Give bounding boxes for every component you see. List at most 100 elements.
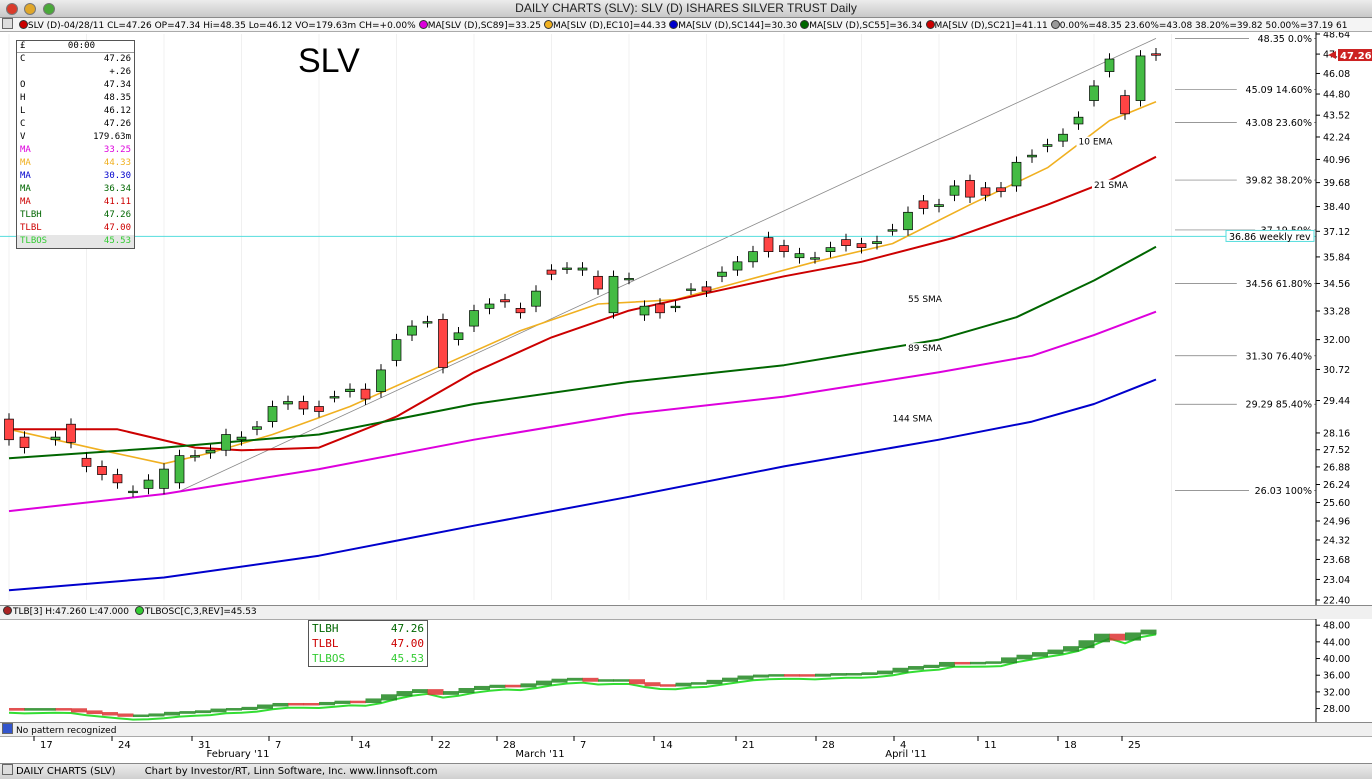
- tlb-block: [133, 714, 149, 718]
- candle-body: [329, 396, 340, 399]
- indicator-color-icon[interactable]: [543, 20, 553, 29]
- candle-body: [4, 418, 14, 441]
- fib-level-label: 26.03 100%: [1255, 486, 1312, 497]
- tlb-block: [474, 685, 490, 690]
- data-window-value: 44.33: [103, 158, 131, 168]
- candle-body: [841, 239, 851, 246]
- tlb-block: [1094, 633, 1110, 643]
- page-menu-button[interactable]: [2, 764, 13, 775]
- data-window-row: TLBH 47.26: [17, 209, 134, 222]
- tlb-legend-value: 47.00: [390, 637, 424, 650]
- price-tick-label: 47.32: [1323, 50, 1350, 61]
- tlb-block: [179, 711, 196, 714]
- tlb-block: [365, 698, 382, 704]
- candle-body: [422, 321, 433, 324]
- moving-average-label-bg: [1076, 136, 1116, 147]
- candle-body: [779, 245, 789, 252]
- moving-average-label-bg: [906, 343, 945, 354]
- tlb-legend-row: TLBL 47.00: [309, 636, 427, 651]
- tlb-block: [567, 677, 583, 681]
- tlb-block: [86, 710, 103, 715]
- tlb-block: [536, 680, 552, 686]
- price-tick-label: 26.88: [1323, 462, 1350, 473]
- date-label: 21: [742, 740, 755, 751]
- candle-body: [97, 466, 107, 475]
- tlb-block: [815, 673, 831, 677]
- tlb-block: [613, 679, 630, 682]
- minimize-window-button[interactable]: [24, 3, 37, 15]
- candle-body: [1058, 133, 1068, 142]
- tlb-block: [768, 674, 785, 677]
- close-window-button[interactable]: [6, 3, 18, 15]
- price-tick-label: 39.68: [1323, 178, 1350, 189]
- price-tick-label: 44.80: [1323, 90, 1350, 101]
- data-window-row: H 48.35: [17, 92, 134, 105]
- indicator-color-icon[interactable]: [800, 20, 810, 29]
- tlb-indicator-icon[interactable]: [3, 606, 12, 615]
- zoom-window-button[interactable]: [42, 3, 55, 15]
- data-window-value: 47.26: [103, 54, 131, 64]
- tlb-block: [257, 704, 273, 709]
- tlb-legend-box: TLBH 47.26 TLBL 47.00 TLBOS 45.53: [308, 620, 428, 667]
- chart-page-name: DAILY CHARTS (SLV): [16, 766, 116, 777]
- candle-body: [345, 388, 355, 392]
- price-tick-label: 37.12: [1323, 227, 1350, 238]
- tlb-block: [830, 673, 847, 676]
- candle-body: [391, 339, 402, 361]
- tlb-block: [505, 684, 521, 688]
- tlb-legend-value: 47.26: [390, 622, 424, 635]
- tlb-block: [195, 710, 211, 714]
- price-tick-label: 42.24: [1323, 132, 1350, 143]
- panel2-tick-label: 36.00: [1323, 671, 1350, 682]
- indicator-color-icon[interactable]: [1050, 20, 1060, 29]
- candle-body: [205, 449, 216, 454]
- candle-body: [407, 325, 417, 336]
- candle-body: [717, 271, 727, 277]
- tlb-block: [1078, 640, 1095, 649]
- indicator-color-icon[interactable]: [925, 20, 935, 29]
- date-label: 7: [275, 740, 281, 751]
- data-window-value: 179.63m: [93, 132, 131, 142]
- candle-body: [19, 436, 30, 448]
- date-label: 14: [660, 740, 673, 751]
- fib-level-label: 31.30 76.40%: [1246, 351, 1312, 362]
- tlb-block: [551, 678, 568, 683]
- window-titlebar: DAILY CHARTS (SLV): SLV (D) ISHARES SILV…: [0, 0, 1372, 18]
- tlb-block: [24, 708, 56, 711]
- chart-menu-button[interactable]: [2, 18, 13, 29]
- fib-label-bg: [1249, 32, 1314, 44]
- panel2-tick-label: 48.00: [1323, 621, 1350, 632]
- data-window-label: MA: [20, 184, 31, 194]
- price-tick-label: 23.04: [1323, 575, 1350, 586]
- window-controls[interactable]: [6, 3, 58, 20]
- tlbosc-indicator-icon[interactable]: [134, 606, 144, 615]
- moving-average-line: [9, 155, 1157, 452]
- pattern-menu-button[interactable]: [2, 723, 13, 734]
- candle-body: [918, 200, 929, 209]
- data-window-label: TLBL: [20, 223, 42, 233]
- moving-average-label-bg: [906, 293, 945, 304]
- fib-level-label: 39.82 38.20%: [1246, 176, 1312, 187]
- indicator-color-icon[interactable]: [418, 20, 428, 29]
- panel2-tick-label: 32.00: [1323, 687, 1350, 698]
- tlb-block: [427, 689, 444, 695]
- candle-body: [112, 474, 123, 484]
- fib-label-bg: [1236, 83, 1314, 95]
- price-chart[interactable]: 48.35 0.0% 45.09 14.60% 43.08 23.60% 39.82 …: [0, 32, 1372, 605]
- moving-average-line: [8, 100, 1157, 465]
- price-tick-label: 23.68: [1323, 555, 1350, 566]
- tlb-block: [892, 667, 909, 673]
- indicator-color-icon[interactable]: [18, 20, 28, 29]
- candle-body: [996, 187, 1006, 192]
- three-line-break-panel[interactable]: 48.00 44.00 40.00 36.00 32.00 28.00: [0, 619, 1372, 722]
- data-window-label: H: [20, 93, 26, 103]
- candle-body: [50, 436, 61, 441]
- candle-body: [639, 305, 650, 316]
- tlb-block: [1016, 654, 1033, 660]
- tlbosc-status: TLBOSC[C,3,REV]=45.53: [144, 607, 257, 617]
- tlb-block: [164, 711, 180, 716]
- tlb-block: [722, 677, 738, 682]
- indicator-color-icon[interactable]: [669, 20, 679, 29]
- weekly-rev-label-box: [1225, 229, 1315, 242]
